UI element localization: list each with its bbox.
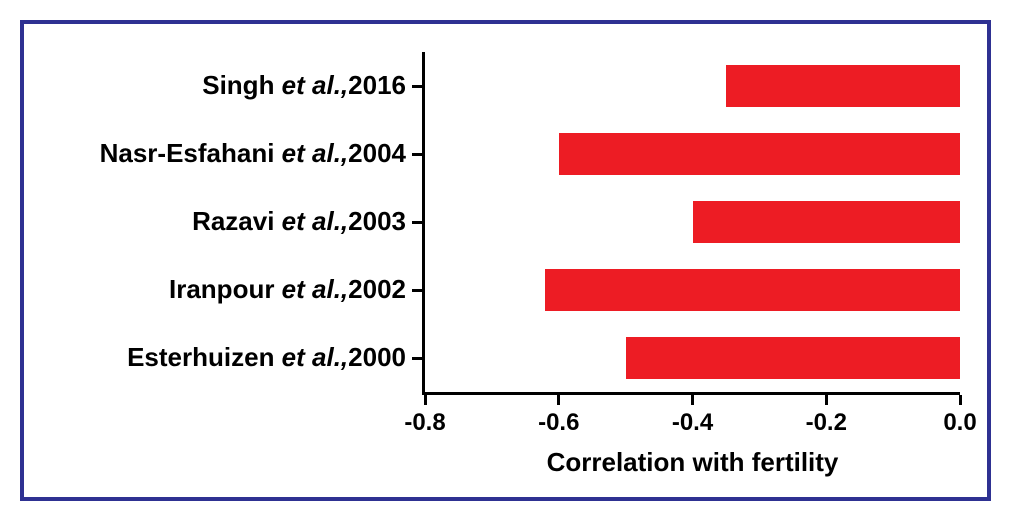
x-tick: [424, 395, 427, 405]
bar: [693, 201, 961, 243]
y-axis-line: [422, 52, 425, 395]
x-tick: [557, 395, 560, 405]
etal: et al.,: [282, 138, 348, 168]
x-tick-label: 0.0: [943, 409, 976, 437]
author: Razavi: [192, 206, 282, 236]
x-axis-title: Correlation with fertility: [547, 447, 839, 478]
bar: [545, 269, 960, 311]
bar: [726, 65, 960, 107]
x-tick: [825, 395, 828, 405]
etal: et al.,: [282, 206, 348, 236]
etal: et al.,: [282, 274, 348, 304]
x-tick-label: -0.2: [806, 409, 847, 437]
etal: et al.,: [282, 70, 348, 100]
y-tick-label: Singh et al.,2016: [202, 70, 406, 101]
x-tick: [959, 395, 962, 405]
y-tick-label: Esterhuizen et al.,2000: [127, 342, 406, 373]
y-tick: [412, 289, 422, 292]
y-tick-label: Nasr-Esfahani et al.,2004: [100, 138, 406, 169]
year: 2000: [348, 342, 406, 372]
x-tick-label: -0.8: [404, 409, 445, 437]
x-tick-label: -0.6: [538, 409, 579, 437]
author: Singh: [202, 70, 281, 100]
year: 2004: [348, 138, 406, 168]
author: Iranpour: [169, 274, 282, 304]
year: 2016: [348, 70, 406, 100]
year: 2003: [348, 206, 406, 236]
x-tick-label: -0.4: [672, 409, 713, 437]
y-tick: [412, 153, 422, 156]
bar: [559, 133, 960, 175]
y-tick: [412, 85, 422, 88]
bar: [626, 337, 960, 379]
y-tick-label: Iranpour et al.,2002: [169, 274, 406, 305]
x-tick: [691, 395, 694, 405]
chart-container: Correlation with fertility -0.8 -0.6 -0.4 -…: [0, 0, 1011, 521]
y-tick: [412, 357, 422, 360]
author: Esterhuizen: [127, 342, 282, 372]
y-tick-label: Razavi et al.,2003: [192, 206, 406, 237]
author: Nasr-Esfahani: [100, 138, 282, 168]
year: 2002: [348, 274, 406, 304]
etal: et al.,: [282, 342, 348, 372]
y-tick: [412, 221, 422, 224]
